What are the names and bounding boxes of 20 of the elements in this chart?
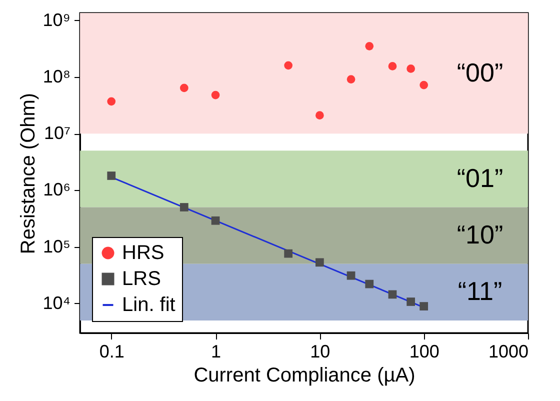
legend-label: LRS [122, 268, 161, 290]
legend-label: Lin. fit [122, 294, 176, 316]
legend-label: HRS [122, 242, 164, 264]
x-axis-title: Current Compliance (µA) [194, 364, 416, 386]
x-tick-label: 10 [310, 342, 330, 362]
y-tick-label: 10⁶ [43, 180, 70, 200]
x-tick-label: 0.1 [99, 342, 124, 362]
y-tick-label: 10⁹ [42, 10, 70, 30]
band-label: “01” [456, 162, 504, 193]
y-tick-label: 10⁷ [44, 123, 70, 144]
band-label: “11” [458, 276, 502, 306]
y-tick-label: 10⁵ [43, 236, 70, 256]
band-label: “00” [456, 57, 504, 88]
y-tick-label: 10⁴ [42, 292, 70, 313]
y-axis-title: Resistance (Ohm) [18, 92, 40, 254]
x-tick-label: 1000 [488, 342, 528, 362]
x-tick-label: 100 [409, 342, 440, 362]
y-tick-label: 10⁸ [42, 66, 70, 86]
band-label: “10” [456, 220, 504, 250]
x-tick-label: 1 [211, 342, 222, 362]
